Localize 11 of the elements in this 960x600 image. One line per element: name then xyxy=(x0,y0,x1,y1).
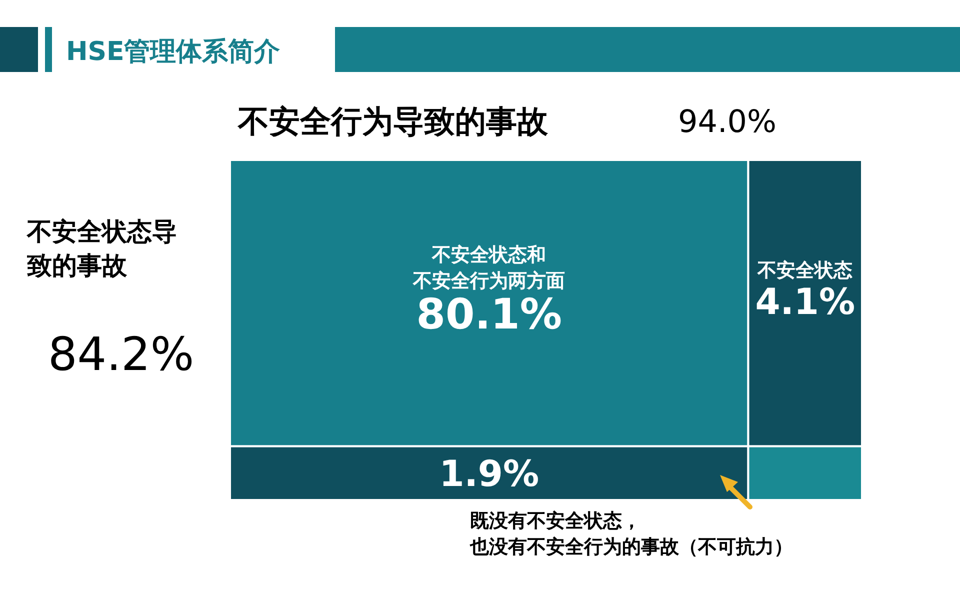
text: 94.0% xyxy=(678,104,776,140)
text: 不安全行为导致的事故 xyxy=(237,104,549,140)
text: 84.2% xyxy=(48,327,194,381)
text: 既没有不安全状态，也没有不安全行为的事故（不可抗力） xyxy=(469,510,793,558)
text: 不安全状态导致的事故 xyxy=(26,217,177,280)
text: HSE管理体系简介 xyxy=(66,37,282,67)
data-label: 4.1% xyxy=(755,282,856,323)
category-label: 不安全状态和不安全行为两方面 xyxy=(412,244,566,292)
category-label: 不安全状态 xyxy=(756,259,853,282)
data-label: 1.9% xyxy=(439,454,540,496)
data-label: 80.1% xyxy=(416,290,562,339)
